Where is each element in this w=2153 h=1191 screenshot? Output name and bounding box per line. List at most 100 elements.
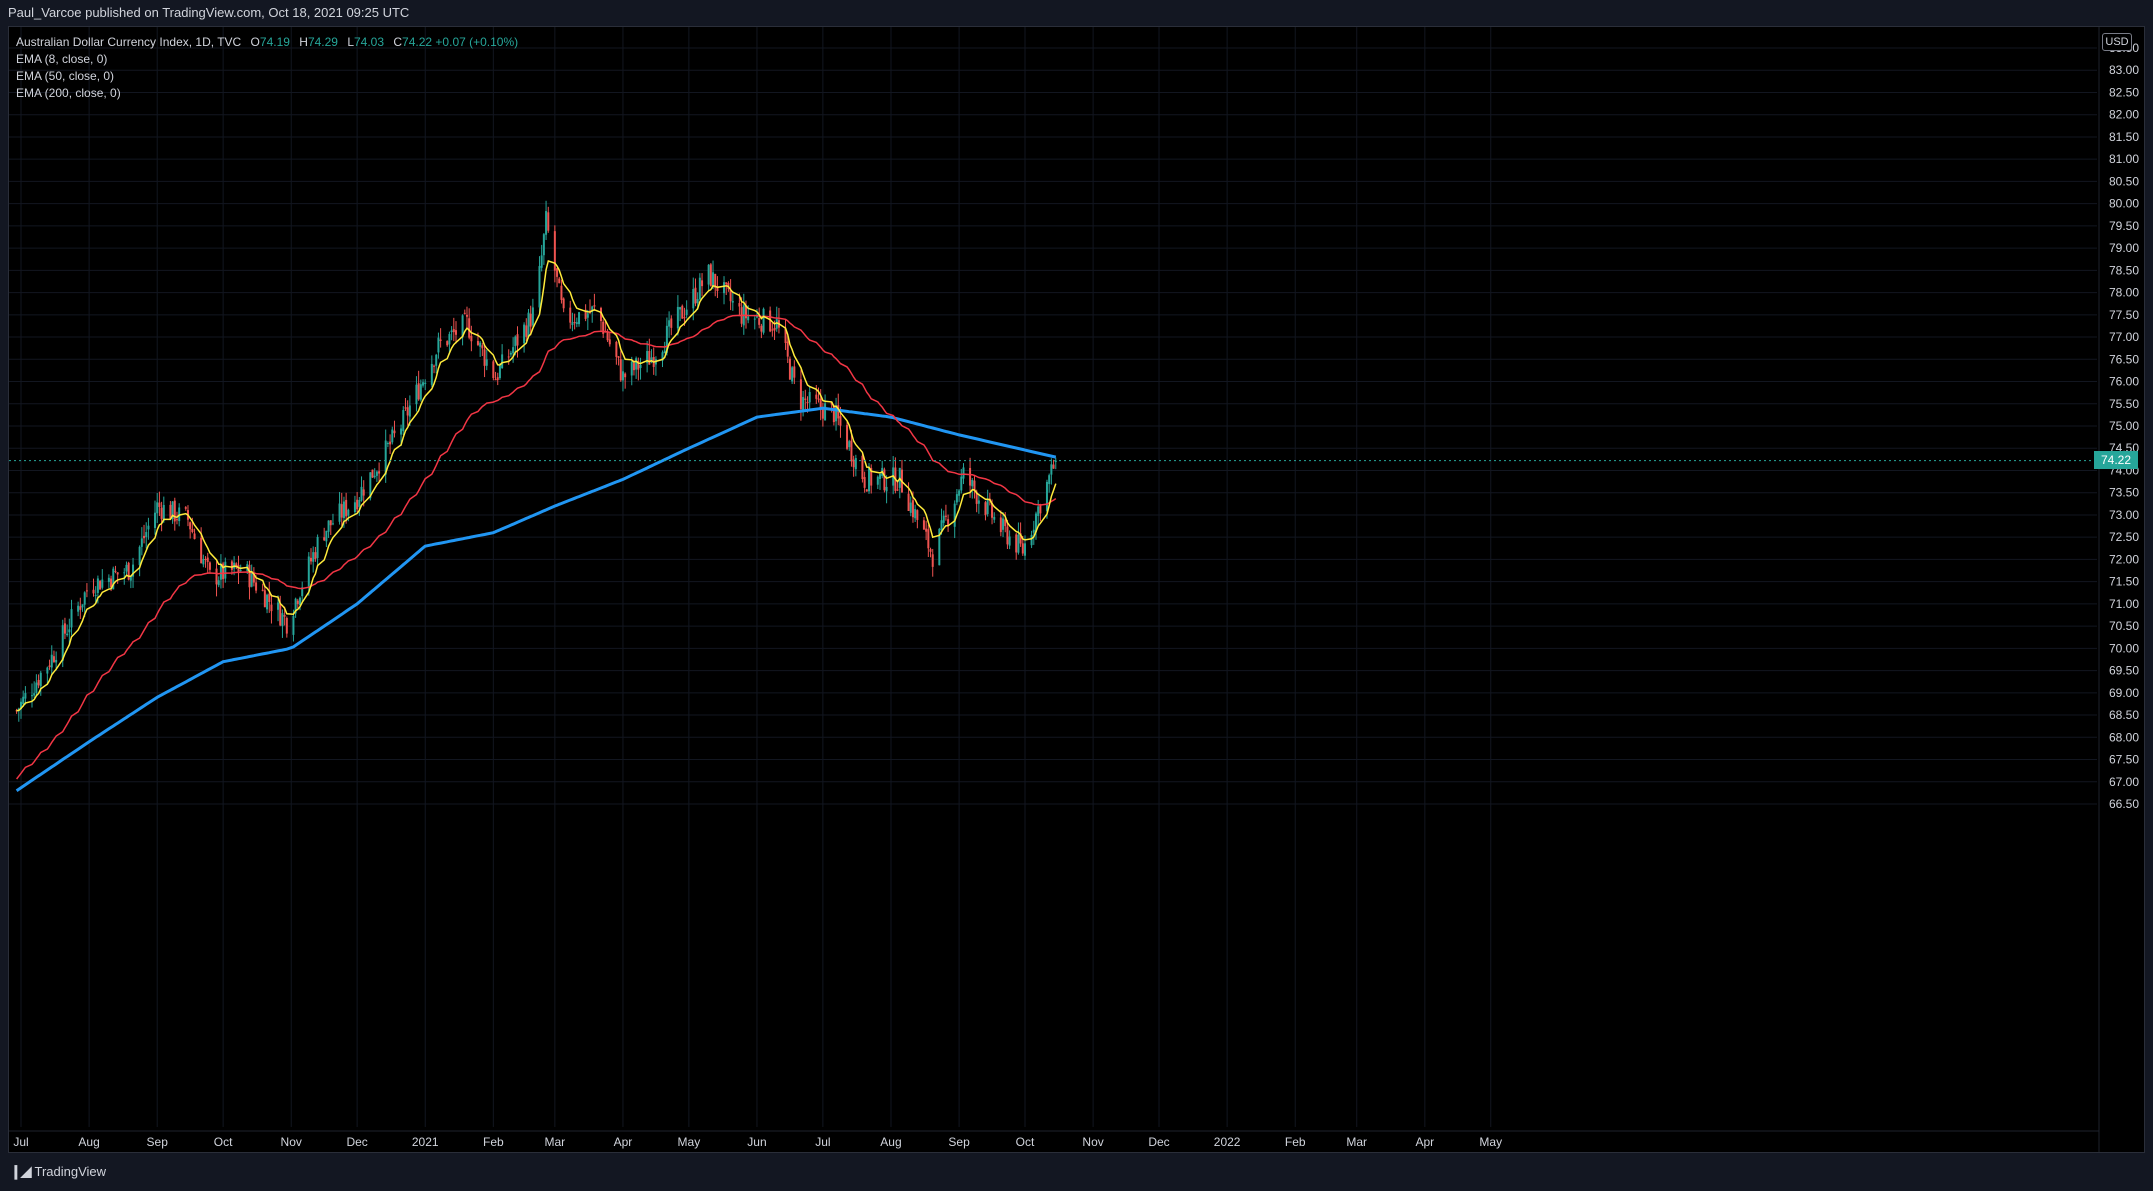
- candle: [714, 273, 717, 297]
- candle: [402, 406, 405, 436]
- time-axis: Jul Aug Sep Oct Nov Dec 2021 Feb Mar Apr May Jun Jul…: [9, 1130, 2099, 1149]
- candle: [760, 323, 763, 339]
- candle: [821, 402, 824, 427]
- candle: [516, 326, 519, 358]
- candle: [894, 457, 897, 494]
- candle: [184, 506, 187, 511]
- y-tick-label: 68.50: [2109, 708, 2139, 722]
- x-tick-label: Sep: [147, 1135, 169, 1149]
- indicator-ema8[interactable]: EMA (8, close, 0): [16, 52, 108, 66]
- candle: [560, 279, 563, 304]
- y-tick-label: 82.00: [2109, 108, 2139, 122]
- x-tick-label: Apr: [1415, 1135, 1434, 1149]
- candle: [793, 360, 796, 385]
- indicator-ema200[interactable]: EMA (200, close, 0): [16, 86, 121, 100]
- candle: [729, 279, 732, 311]
- candle: [802, 390, 805, 417]
- ema8-line: [16, 260, 1057, 712]
- candle: [931, 548, 934, 577]
- candle: [224, 557, 227, 583]
- candle: [753, 316, 756, 330]
- candle: [971, 477, 974, 499]
- ema200-line: [15, 406, 1057, 792]
- candle: [624, 372, 627, 389]
- published-header: Paul_Varcoe published on TradingView.com…: [0, 0, 2153, 26]
- candle: [285, 616, 288, 638]
- candle: [37, 674, 40, 689]
- x-tick-label: Dec: [1148, 1135, 1169, 1149]
- candle: [279, 595, 282, 627]
- y-tick-label: 77.00: [2109, 330, 2139, 344]
- symbol-title: Australian Dollar Currency Index, 1D, TV…: [16, 35, 242, 49]
- candle: [593, 293, 596, 311]
- x-tick-label: Nov: [1082, 1135, 1103, 1149]
- candle: [852, 455, 855, 477]
- candle: [960, 468, 963, 494]
- ema-layer: [15, 260, 1057, 792]
- candle: [439, 328, 442, 348]
- candle: [94, 586, 97, 604]
- candle: [171, 501, 174, 524]
- candle: [430, 355, 433, 388]
- indicator-ema50[interactable]: EMA (50, close, 0): [16, 69, 115, 83]
- candle: [419, 379, 422, 402]
- candle: [529, 305, 532, 336]
- candle: [540, 244, 543, 272]
- candle: [1002, 512, 1005, 538]
- candle: [68, 618, 71, 645]
- y-tick-label: 66.50: [2109, 797, 2139, 811]
- candle: [277, 595, 280, 622]
- x-tick-label: Nov: [281, 1135, 302, 1149]
- chart-pane[interactable]: 83.5083.0082.5082.0081.5081.0080.5080.00…: [8, 26, 2145, 1153]
- candle: [296, 598, 299, 609]
- candle: [602, 319, 605, 338]
- x-tick-label: Aug: [78, 1135, 99, 1149]
- candle: [378, 462, 381, 483]
- candle: [556, 267, 559, 288]
- candle: [123, 568, 126, 585]
- y-tick-label: 75.00: [2109, 419, 2139, 433]
- candle: [314, 546, 317, 562]
- candle: [630, 356, 633, 386]
- candle: [448, 331, 451, 355]
- low-label: L: [347, 35, 354, 49]
- candle: [465, 306, 468, 329]
- candle: [545, 200, 548, 240]
- y-tick-label: 79.50: [2109, 219, 2139, 233]
- candle: [571, 312, 574, 332]
- y-tick-label: 81.50: [2109, 130, 2139, 144]
- candle: [775, 306, 778, 332]
- y-tick-label: 75.50: [2109, 397, 2139, 411]
- candle: [417, 370, 420, 401]
- candle: [52, 650, 55, 664]
- candle: [107, 574, 110, 589]
- candle: [345, 492, 348, 524]
- tradingview-logo[interactable]: ❙◢ TradingView: [10, 1163, 106, 1180]
- footer-bar: [0, 1159, 2153, 1191]
- candle: [292, 609, 295, 642]
- currency-badge[interactable]: USD: [2102, 33, 2132, 51]
- candle: [206, 552, 209, 574]
- y-tick-label: 72.00: [2109, 552, 2139, 566]
- candle: [312, 546, 315, 573]
- candle: [22, 690, 25, 707]
- candle: [1015, 532, 1018, 560]
- candle: [485, 349, 488, 371]
- candle: [358, 497, 361, 516]
- y-tick-label: 72.50: [2109, 530, 2139, 544]
- candle: [125, 561, 128, 577]
- candle: [865, 489, 868, 492]
- candle: [193, 528, 196, 540]
- candle: [422, 379, 425, 388]
- candle: [848, 439, 851, 451]
- price-chart-svg[interactable]: 83.5083.0082.5082.0081.5081.0080.5080.00…: [9, 27, 2144, 1152]
- candle: [268, 581, 271, 613]
- y-tick-label: 68.00: [2109, 730, 2139, 744]
- chart-legend: Australian Dollar Currency Index, 1D, TV…: [16, 34, 518, 102]
- candle: [512, 337, 515, 363]
- y-tick-label: 80.00: [2109, 197, 2139, 211]
- candle: [452, 317, 455, 342]
- candle: [507, 349, 510, 365]
- candle: [202, 554, 205, 568]
- candle: [573, 313, 576, 330]
